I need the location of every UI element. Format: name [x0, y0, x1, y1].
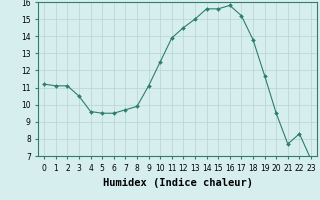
- X-axis label: Humidex (Indice chaleur): Humidex (Indice chaleur): [103, 178, 252, 188]
